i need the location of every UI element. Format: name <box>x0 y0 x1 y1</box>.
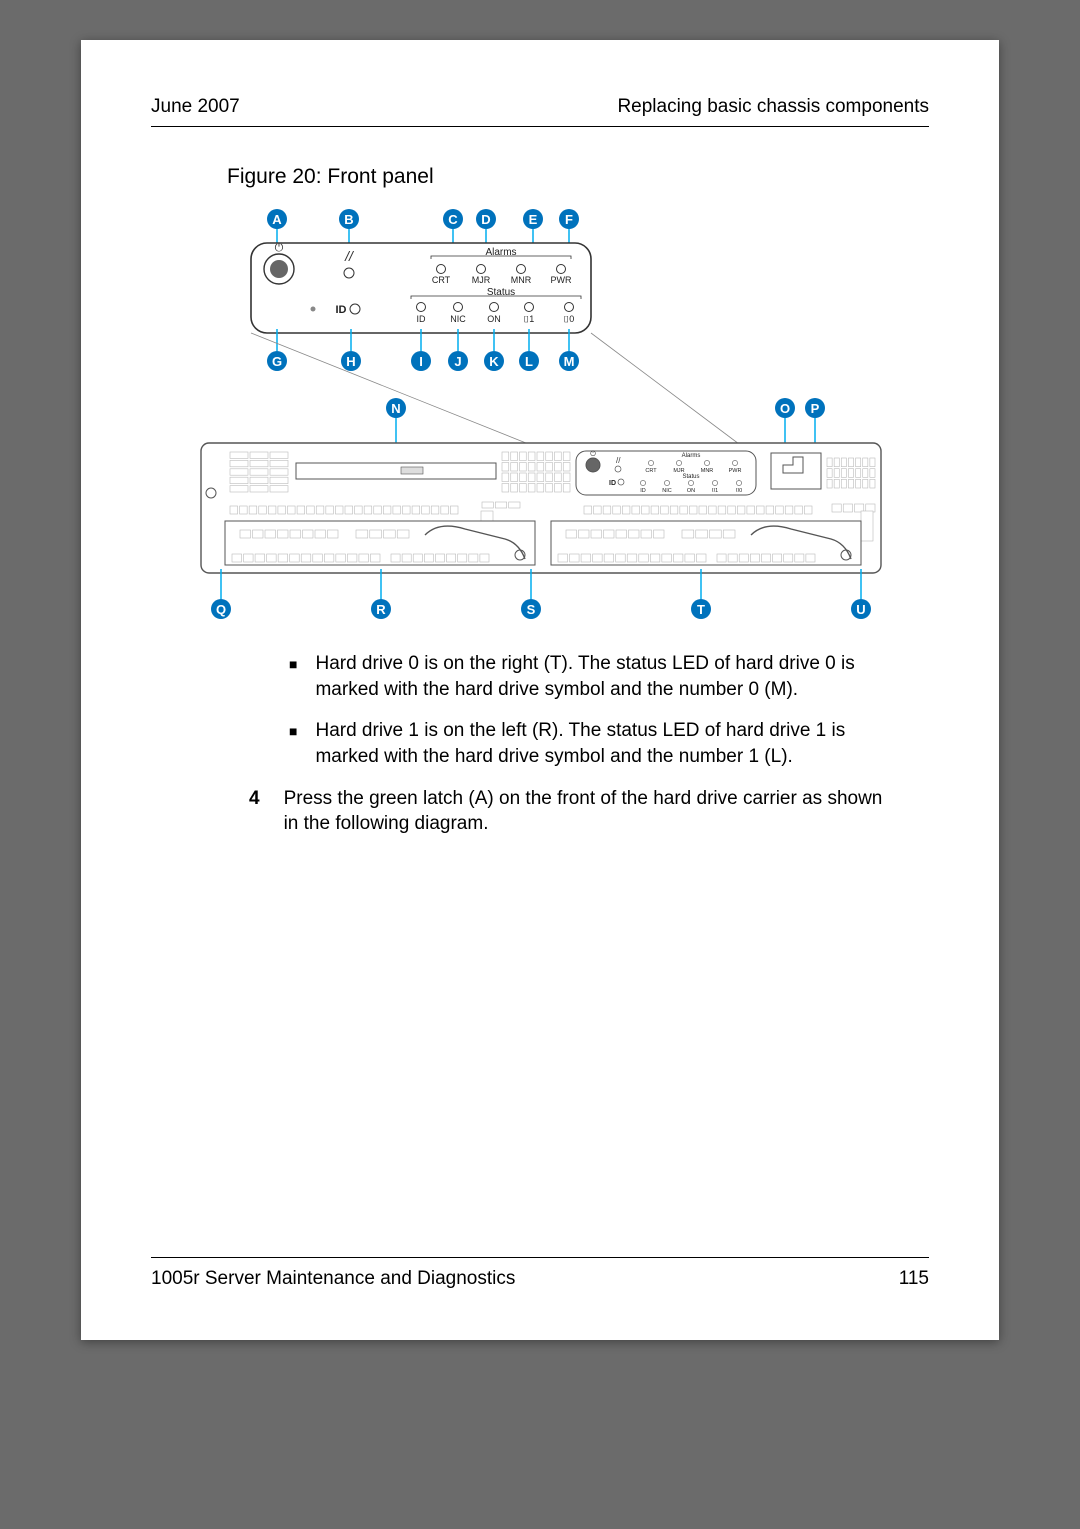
svg-text:R: R <box>376 602 386 617</box>
svg-text:⏻: ⏻ <box>590 450 596 458</box>
step-row: 4 Press the green latch (A) on the front… <box>249 786 899 837</box>
svg-text:J: J <box>454 354 461 369</box>
body-text: ■ Hard drive 0 is on the right (T). The … <box>289 651 899 837</box>
svg-text:⏻: ⏻ <box>275 242 284 254</box>
header-section: Replacing basic chassis components <box>617 96 929 118</box>
svg-text:NIC: NIC <box>450 314 466 324</box>
footer-title: 1005r Server Maintenance and Diagnostics <box>151 1268 515 1290</box>
svg-text:Q: Q <box>216 602 226 617</box>
svg-text:M: M <box>564 354 575 369</box>
step-text: Press the green latch (A) on the front o… <box>284 786 899 837</box>
svg-text:C: C <box>448 212 458 227</box>
svg-text:⌷0: ⌷0 <box>736 488 742 494</box>
svg-text:E: E <box>529 212 538 227</box>
svg-text:P: P <box>811 401 820 416</box>
svg-text:MNR: MNR <box>701 468 714 474</box>
page-header: June 2007 Replacing basic chassis compon… <box>151 96 929 127</box>
bullet-icon: ■ <box>289 722 297 769</box>
list-item: ■ Hard drive 0 is on the right (T). The … <box>289 651 899 702</box>
svg-text:⌷0: ⌷0 <box>564 314 574 324</box>
svg-text:O: O <box>780 401 790 416</box>
svg-text:T: T <box>697 602 705 617</box>
svg-text:L: L <box>525 354 533 369</box>
step-number: 4 <box>249 786 260 837</box>
svg-text:A: A <box>272 212 282 227</box>
svg-text:U: U <box>856 602 865 617</box>
svg-text:⌷1: ⌷1 <box>524 314 534 324</box>
svg-text:MJR: MJR <box>472 275 491 285</box>
svg-text:H: H <box>346 354 355 369</box>
bullet-text-0: Hard drive 0 is on the right (T). The st… <box>315 651 899 702</box>
svg-text:MNR: MNR <box>511 275 532 285</box>
svg-text:ON: ON <box>487 314 501 324</box>
svg-text:B: B <box>344 212 353 227</box>
svg-text:F: F <box>565 212 573 227</box>
footer-page-number: 115 <box>899 1268 929 1290</box>
svg-text:CRT: CRT <box>645 468 657 474</box>
svg-text:D: D <box>481 212 490 227</box>
svg-text:N: N <box>391 401 400 416</box>
header-date: June 2007 <box>151 96 240 118</box>
svg-text:S: S <box>527 602 536 617</box>
bullet-text-1: Hard drive 1 is on the left (R). The sta… <box>315 718 899 769</box>
svg-text:ID: ID <box>640 488 646 494</box>
svg-text:⌷1: ⌷1 <box>712 488 718 494</box>
svg-text:K: K <box>489 354 499 369</box>
front-panel-diagram: ABCDEF⏻//IDAlarmsCRTMJRMNRPWRStatusIDNIC… <box>151 203 931 633</box>
svg-text:PWR: PWR <box>551 275 572 285</box>
svg-text:ID: ID <box>417 314 427 324</box>
document-page: June 2007 Replacing basic chassis compon… <box>81 40 999 1340</box>
page-footer: 1005r Server Maintenance and Diagnostics… <box>151 1257 929 1290</box>
svg-text:CRT: CRT <box>432 275 451 285</box>
bullet-icon: ■ <box>289 655 297 702</box>
svg-text:G: G <box>272 354 282 369</box>
svg-text:ID: ID <box>336 304 347 316</box>
list-item: ■ Hard drive 1 is on the left (R). The s… <box>289 718 899 769</box>
svg-text:PWR: PWR <box>729 468 742 474</box>
svg-text:NIC: NIC <box>662 488 672 494</box>
svg-text:Alarms: Alarms <box>682 453 701 459</box>
svg-text:Status: Status <box>682 474 699 480</box>
figure-title: Figure 20: Front panel <box>227 165 929 189</box>
svg-text:ID: ID <box>609 480 616 487</box>
svg-text://: // <box>616 456 621 465</box>
svg-text:I: I <box>419 354 423 369</box>
svg-text:ON: ON <box>687 488 695 494</box>
